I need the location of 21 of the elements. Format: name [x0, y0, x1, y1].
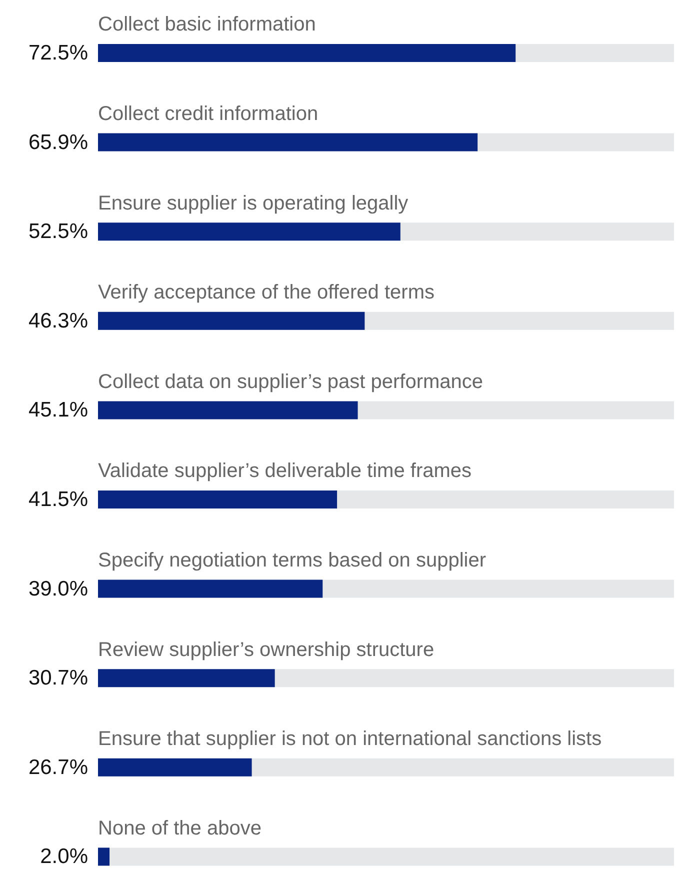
data-label: 41.5%	[28, 488, 88, 511]
y-tick-label: Ensure supplier is operating legally	[98, 192, 408, 214]
y-tick-label: Review supplier’s ownership structure	[98, 638, 434, 661]
data-label: 45.1%	[28, 398, 88, 422]
data-label: 39.0%	[28, 577, 88, 600]
y-tick-label: Collect data on supplier’s past performance	[98, 370, 484, 393]
data-label: 72.5%	[28, 42, 88, 64]
data-label: 65.9%	[28, 130, 88, 154]
y-tick-label: Ensure that supplier is not on international sanctions lists	[98, 728, 602, 750]
data-label: 52.5%	[28, 220, 88, 244]
y-tick-label: Specify negotiation terms based on supplier	[98, 549, 486, 572]
bar	[98, 848, 110, 866]
y-tick-label: Collect credit information	[98, 102, 318, 125]
data-label: 30.7%	[28, 666, 88, 690]
data-label: 2.0%	[40, 845, 88, 868]
y-tick-label: Collect basic information	[98, 14, 316, 36]
y-tick-label: Validate supplier’s deliverable time frames	[98, 460, 472, 482]
data-label: 46.3%	[28, 309, 88, 332]
data-label: 26.7%	[28, 756, 88, 779]
y-tick-label: Verify acceptance of the offered terms	[98, 282, 434, 304]
y-tick-label: None of the above	[98, 817, 262, 840]
